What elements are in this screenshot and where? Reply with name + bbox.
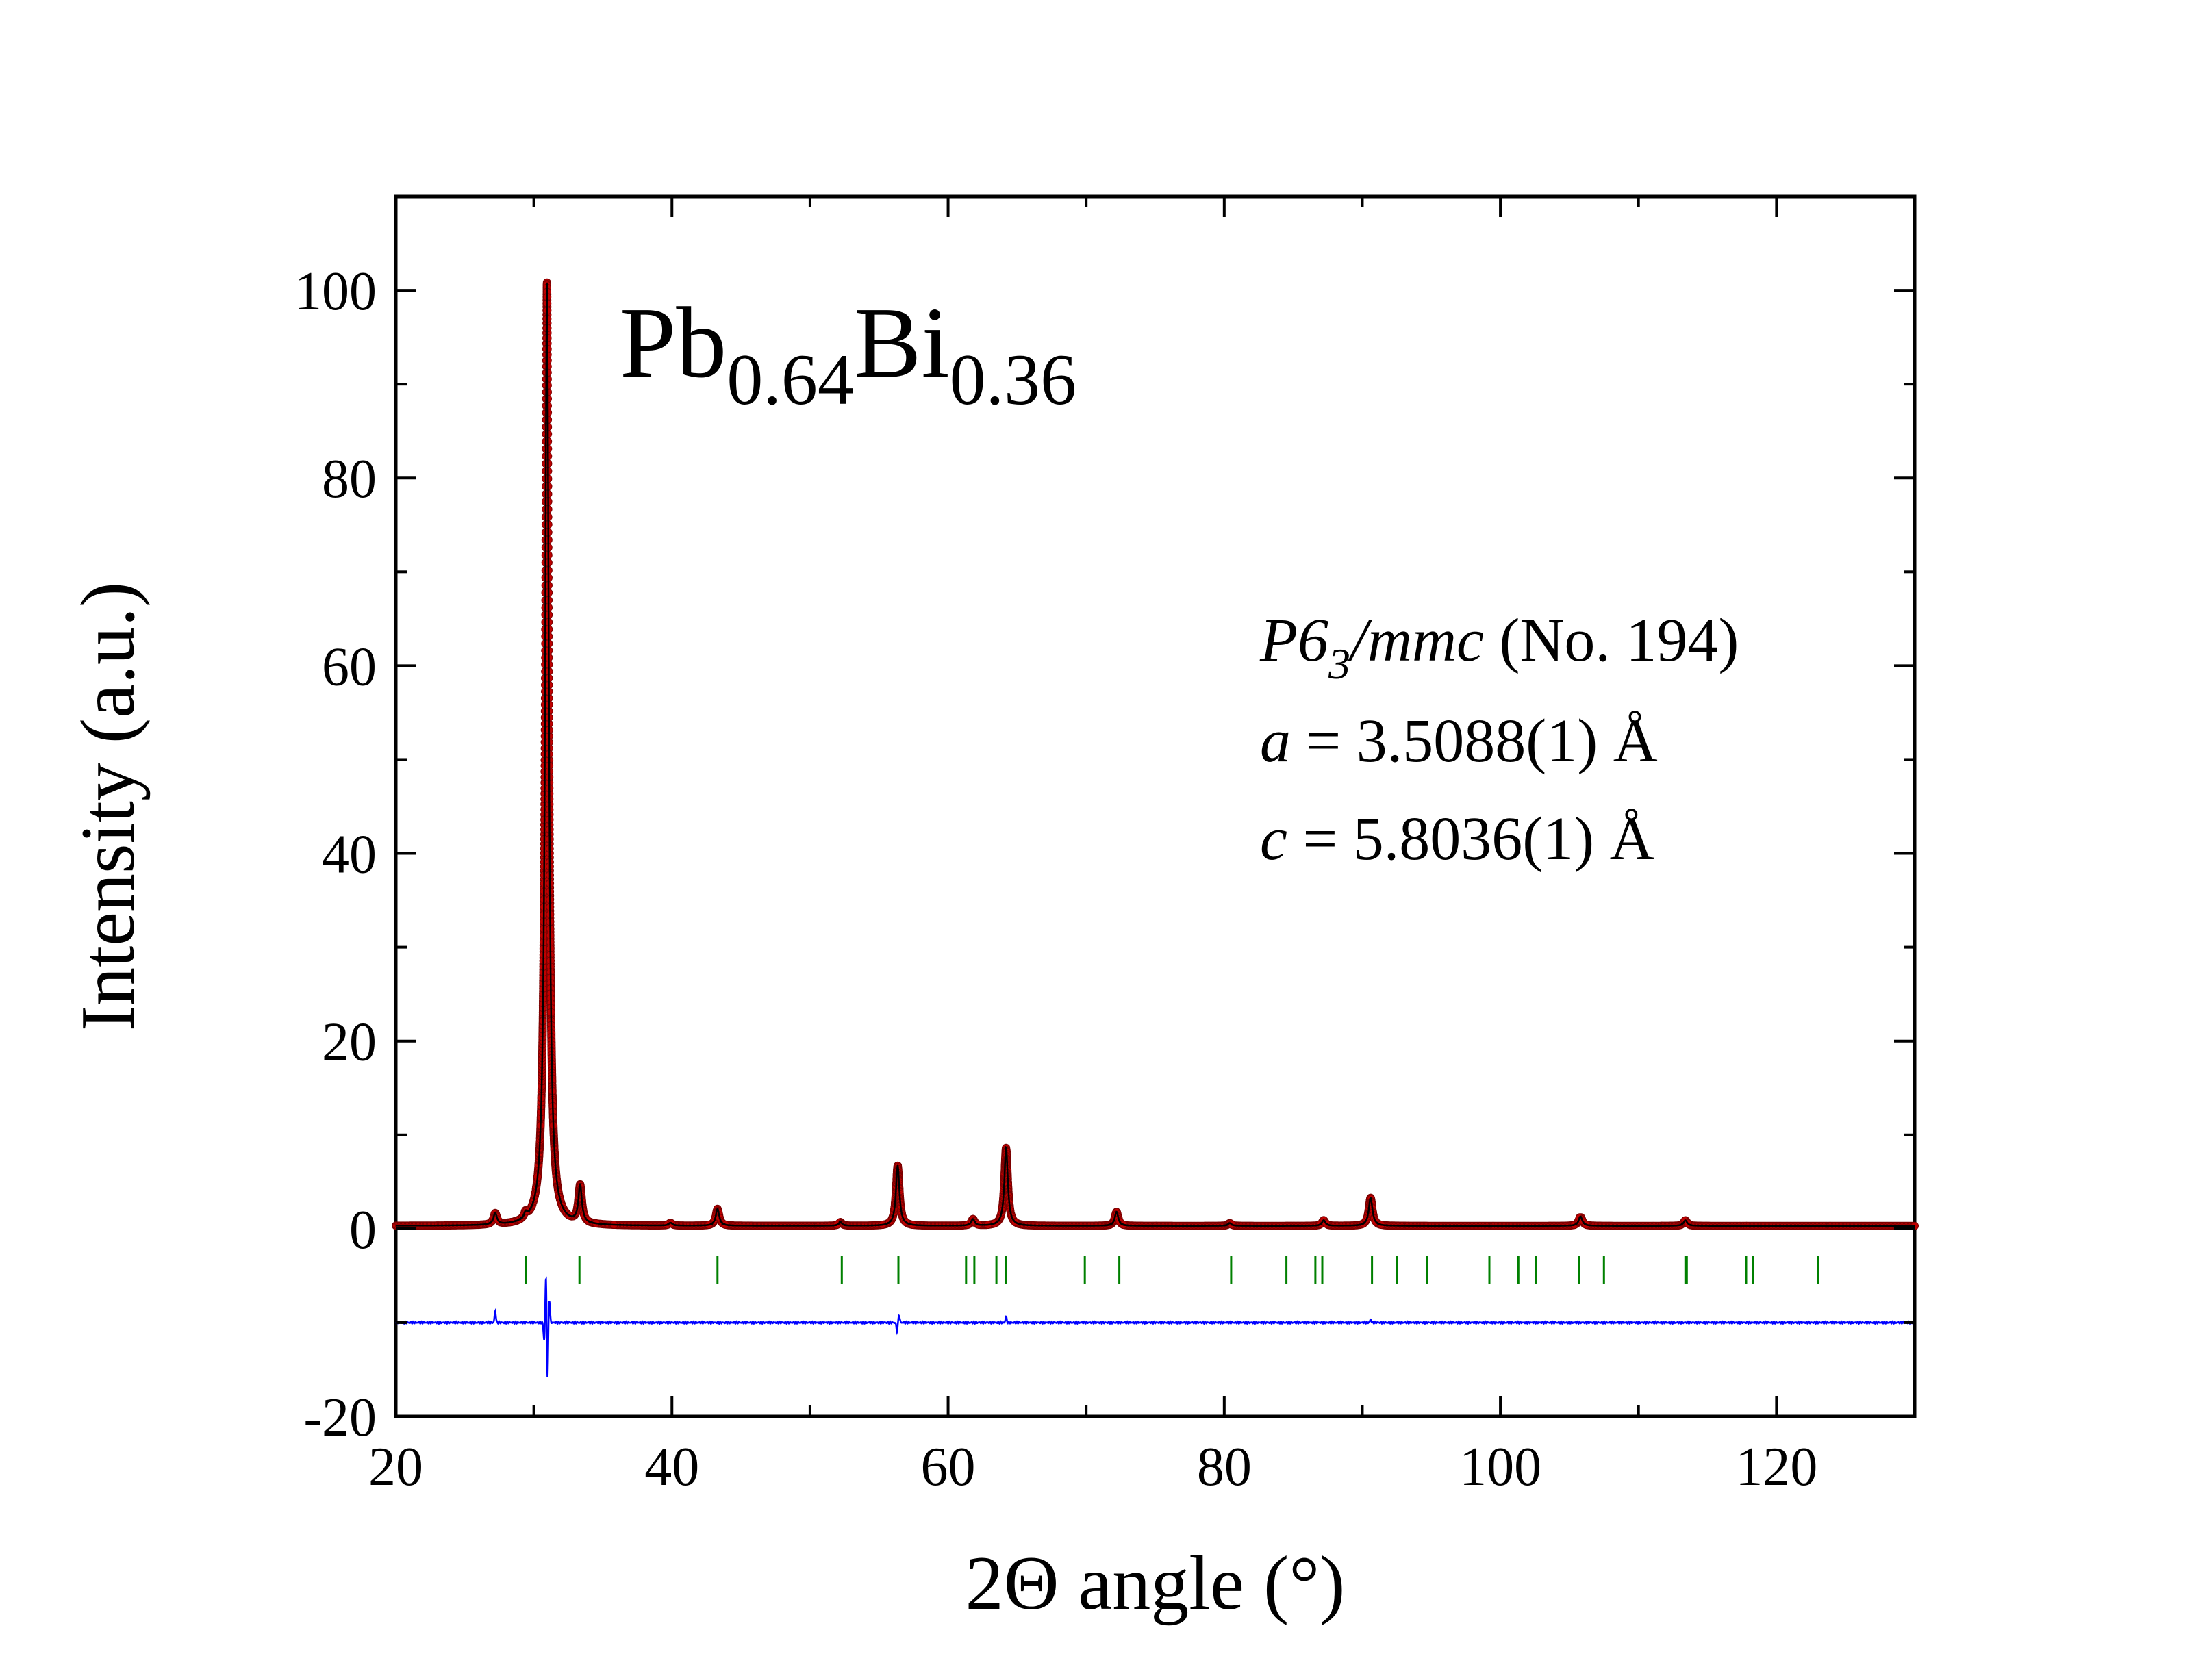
y-tick-label: -20 <box>303 1388 377 1448</box>
param-c-symbol: c <box>1260 805 1287 873</box>
compound-subscript-2: 0.36 <box>950 340 1077 420</box>
param-a-value: = 3.5088(1) Å <box>1291 707 1658 775</box>
difference-curve <box>395 1276 1915 1377</box>
space-group-number: (No. 194) <box>1484 607 1739 674</box>
space-group-subscript: 3 <box>1328 639 1350 688</box>
y-tick-label: 100 <box>294 262 377 322</box>
compound-element-2: Bi <box>854 287 950 399</box>
y-tick-label: 20 <box>322 1013 377 1073</box>
y-tick-label: 80 <box>322 449 377 509</box>
param-c-value: = 5.8036(1) Å <box>1287 805 1654 873</box>
compound-element-1: Pb <box>620 287 727 399</box>
x-axis-title: 2Θ angle (°) <box>966 1541 1346 1626</box>
y-axis-title: Intensity (a.u.) <box>66 582 151 1031</box>
space-group-symbol: P6 <box>1259 607 1328 674</box>
plot-frame <box>394 194 1917 1418</box>
param-a-symbol: a <box>1260 707 1291 775</box>
compound-subscript-1: 0.64 <box>727 340 854 420</box>
x-tick-label: 20 <box>368 1437 423 1497</box>
difference-curve-group <box>395 1276 1915 1377</box>
y-tick-label: 60 <box>322 637 377 697</box>
lattice-param-a: a = 3.5088(1) Å <box>1260 707 1658 775</box>
lattice-param-c: c = 5.8036(1) Å <box>1260 805 1654 873</box>
x-tick-label: 80 <box>1197 1437 1252 1497</box>
x-tick-label: 120 <box>1735 1437 1817 1497</box>
x-tick-label: 100 <box>1459 1437 1541 1497</box>
y-tick-label: 0 <box>349 1200 377 1260</box>
y-tick-label: 40 <box>322 825 377 885</box>
bragg-ticks <box>525 1256 1819 1284</box>
x-tick-label: 60 <box>921 1437 976 1497</box>
space-group-rest: /mmc <box>1347 607 1484 674</box>
x-tick-label: 40 <box>644 1437 699 1497</box>
